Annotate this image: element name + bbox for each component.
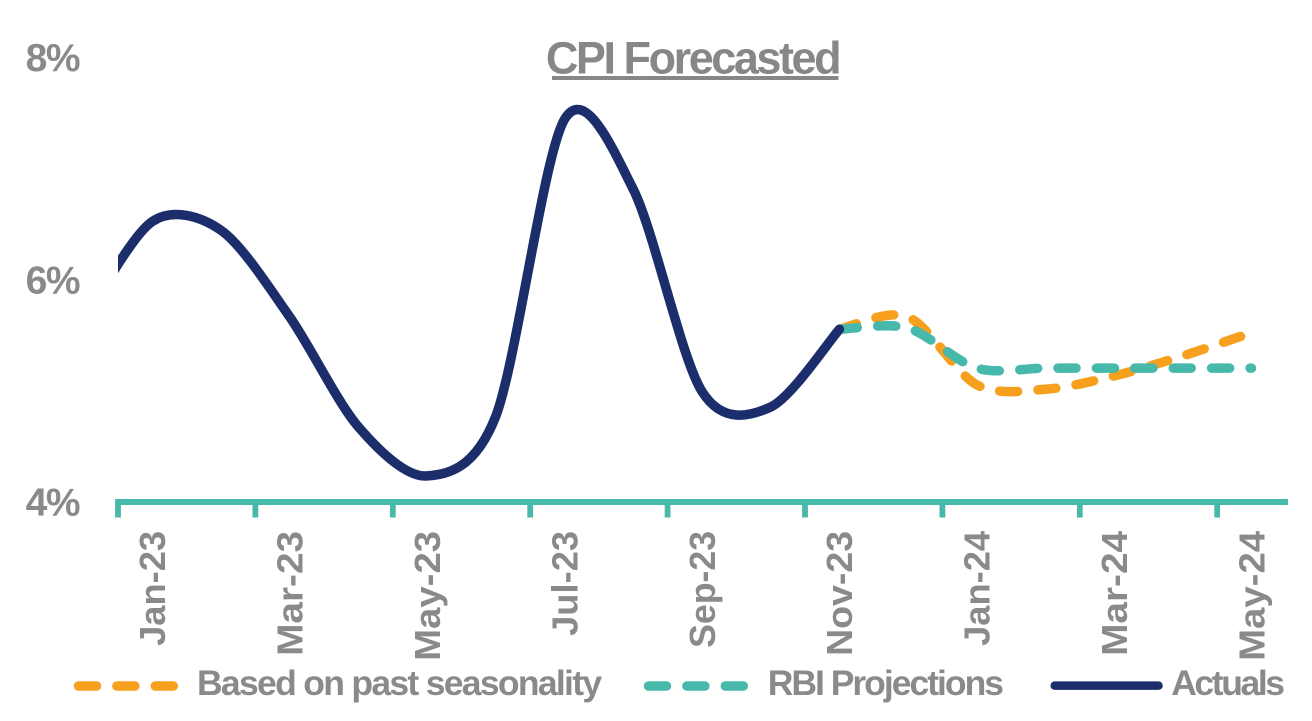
svg-text:RBI Projections: RBI Projections xyxy=(768,663,1004,703)
svg-text:CPI Forecasted: CPI Forecasted xyxy=(546,33,839,84)
svg-text:Sep-23: Sep-23 xyxy=(682,531,723,648)
svg-text:Jan-23: Jan-23 xyxy=(132,531,173,646)
svg-text:6%: 6% xyxy=(26,259,80,302)
svg-text:Mar-23: Mar-23 xyxy=(270,531,311,656)
svg-text:8%: 8% xyxy=(26,37,80,80)
svg-text:May-24: May-24 xyxy=(1232,531,1273,661)
svg-text:May-23: May-23 xyxy=(407,531,448,661)
svg-text:Jul-23: Jul-23 xyxy=(545,531,586,636)
svg-text:Based on past seasonality: Based on past seasonality xyxy=(197,663,602,703)
svg-text:4%: 4% xyxy=(26,482,80,525)
svg-text:Actuals: Actuals xyxy=(1171,663,1284,703)
svg-text:Mar-24: Mar-24 xyxy=(1094,531,1135,656)
svg-text:Jan-24: Jan-24 xyxy=(957,531,998,646)
svg-text:Nov-23: Nov-23 xyxy=(819,531,860,656)
